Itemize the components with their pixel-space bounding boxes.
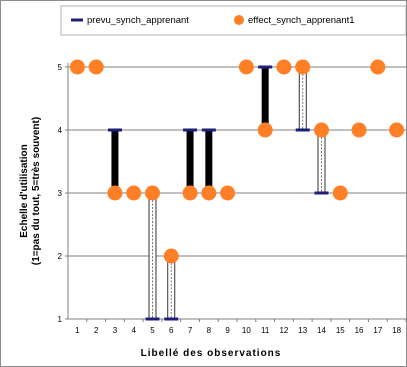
effect-marker <box>182 185 198 201</box>
y-tick-label: 5 <box>58 63 63 72</box>
x-tick-label: 1 <box>75 326 80 335</box>
series-effect-marks <box>69 59 405 264</box>
x-tick-label: 4 <box>131 326 136 335</box>
x-tick-label: 18 <box>392 326 401 335</box>
legend-prevu-label: prevu_synch_apprenant <box>87 15 189 26</box>
effect-marker <box>220 185 236 201</box>
effect-marker <box>145 185 160 201</box>
effect-marker <box>351 122 367 138</box>
axes <box>65 63 406 322</box>
x-tick-label: 3 <box>113 326 118 335</box>
down-bar <box>261 67 269 130</box>
effect-marker <box>295 59 311 75</box>
x-tick-label: 13 <box>298 326 307 335</box>
x-tick-label: 8 <box>207 326 212 335</box>
x-tick-label: 12 <box>279 326 288 335</box>
effect-marker <box>332 185 348 201</box>
x-tick-label: 11 <box>261 326 270 335</box>
x-tick-label: 2 <box>94 326 99 335</box>
x-tick-label: 5 <box>150 326 155 335</box>
x-tick-label: 9 <box>225 326 230 335</box>
legend-effect-label: effect_synch_apprenant1 <box>248 15 355 26</box>
y-axis-title-line2: (1=pas du tout, 5=très souvent) <box>31 117 42 265</box>
y-tick-label: 4 <box>58 126 63 135</box>
x-tick-label: 6 <box>169 326 174 335</box>
grid-lines <box>68 66 406 257</box>
effect-marker <box>107 185 123 201</box>
down-bar <box>205 130 213 193</box>
x-tick-label: 7 <box>188 326 193 335</box>
effect-marker <box>389 122 405 138</box>
effect-marker <box>88 59 104 75</box>
effect-marker <box>257 122 273 138</box>
x-axis-title: Libellé des observations <box>141 348 282 359</box>
x-tick-label: 17 <box>373 326 382 335</box>
effect-marker <box>238 59 254 75</box>
down-bar <box>186 130 194 193</box>
effect-marker <box>201 185 217 201</box>
x-tick-label: 15 <box>336 326 345 335</box>
legend-box <box>60 5 406 36</box>
effect-marker <box>69 59 85 75</box>
y-axis-title-line1: Echelle d'utilisation <box>19 144 30 238</box>
effect-marker <box>126 185 142 201</box>
x-tick-label: 10 <box>242 326 251 335</box>
x-tick-label: 16 <box>355 326 364 335</box>
effect-marker <box>370 59 386 75</box>
y-tick-label: 3 <box>58 189 63 198</box>
legend: prevu_synch_apprenant effect_synch_appre… <box>60 5 406 36</box>
effect-marker <box>163 248 179 264</box>
effect-marker <box>314 122 329 138</box>
x-tick-label: 14 <box>317 326 326 335</box>
effect-marker <box>276 59 292 75</box>
legend-effect-marker <box>234 15 244 25</box>
y-tick-label: 2 <box>58 252 63 261</box>
y-tick-label: 1 <box>58 315 63 324</box>
down-bar <box>111 130 119 193</box>
